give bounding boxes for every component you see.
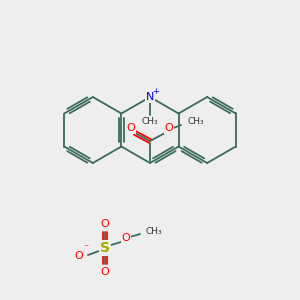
Text: O: O [122, 233, 130, 243]
Text: CH₃: CH₃ [142, 116, 158, 125]
Text: O: O [75, 251, 83, 261]
Text: S: S [100, 241, 110, 255]
Text: +: + [153, 88, 159, 97]
Text: ⁻: ⁻ [83, 243, 88, 253]
Text: O: O [100, 219, 109, 229]
Text: O: O [165, 123, 173, 133]
Text: N: N [146, 92, 154, 102]
Text: O: O [100, 267, 109, 277]
Text: CH₃: CH₃ [187, 116, 204, 125]
Text: CH₃: CH₃ [145, 226, 162, 236]
Text: O: O [127, 123, 135, 133]
